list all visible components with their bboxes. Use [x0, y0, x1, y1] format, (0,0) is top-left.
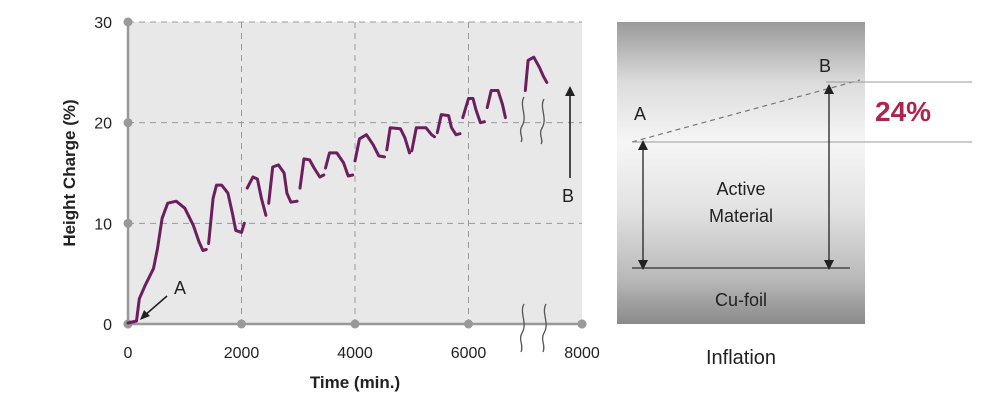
- line-chart: 0 2000 4000 6000 8000 0 10 20 30 A B Time (min.…: [60, 15, 600, 392]
- x-tick-label-4000: 4000: [337, 345, 373, 362]
- x-axis-end-dot: [577, 319, 587, 329]
- series-segment-3: [245, 175, 268, 217]
- diagram-caption: Inflation: [706, 347, 776, 369]
- tick-markers: [123, 17, 587, 329]
- y-tick-label-30: 30: [94, 15, 112, 32]
- series-segment-4: [267, 163, 299, 205]
- diagram-block: [617, 22, 865, 324]
- x-tick-label-8000: 8000: [564, 345, 600, 362]
- active-material-line1: Active: [716, 179, 765, 199]
- inflation-percent: 24%: [875, 96, 931, 127]
- annotation-b-label: B: [562, 186, 574, 206]
- series-segment-10: [435, 113, 462, 137]
- break-mark-bottom-2: [541, 303, 547, 353]
- y-tick-label-10: 10: [94, 216, 112, 233]
- break-mark-top-1: [519, 96, 525, 143]
- y-tick-label-0: 0: [103, 317, 112, 334]
- x-tick-label-6000: 6000: [451, 345, 487, 362]
- diagram-label-b: B: [819, 56, 831, 76]
- y-tick-labels: 0 10 20 30: [94, 15, 112, 334]
- diagram-label-a: A: [634, 104, 646, 124]
- y-tick-label-20: 20: [94, 116, 112, 133]
- height-a-head-bottom: [638, 260, 648, 270]
- y-tick-dot-20: [123, 118, 133, 128]
- height-b-arrow: [824, 84, 834, 270]
- series-segment-8: [385, 126, 411, 155]
- height-a-arrow: [638, 140, 648, 270]
- height-b-head-bottom: [824, 260, 834, 270]
- x-tick-label-2000: 2000: [224, 345, 260, 362]
- series-segment-11: [461, 97, 486, 125]
- series-segment-6: [324, 151, 355, 178]
- annotation-b: B: [562, 86, 575, 206]
- x-tick-labels: 0 2000 4000 6000 8000: [124, 345, 600, 362]
- active-material-line2: Material: [709, 206, 773, 226]
- annotation-b-arrowhead: [565, 86, 575, 96]
- x-tick-dot-6000: [464, 319, 473, 329]
- grid: [128, 21, 582, 324]
- y-tick-dot-30: [123, 17, 133, 27]
- annotation-a-label: A: [174, 278, 186, 298]
- annotation-a-arrow: [143, 295, 168, 317]
- series-segment-5: [298, 157, 326, 190]
- plot-area: [128, 22, 582, 324]
- axis-break-marks: [519, 96, 547, 353]
- x-tick-dot-4000: [350, 319, 360, 329]
- break-mark-bottom-1: [519, 303, 525, 353]
- cu-foil-label: Cu-foil: [715, 290, 767, 310]
- annotation-a: A: [140, 278, 186, 320]
- inflation-diagram: A B 24% Active Material Cu-foil Inflatio…: [617, 22, 972, 369]
- height-a-head-top: [638, 140, 648, 150]
- series-height-change: [126, 55, 549, 325]
- series-segment-13: [523, 55, 549, 92]
- y-tick-dot-10: [123, 218, 133, 228]
- height-b-head-top: [824, 84, 834, 94]
- series-segment-9: [410, 126, 436, 153]
- series-segment-7: [353, 133, 386, 163]
- inflation-slope-line: [631, 79, 861, 143]
- break-mark-top-2: [539, 98, 545, 145]
- series-segment-2: [207, 183, 246, 245]
- x-tick-dot-2000: [237, 319, 246, 329]
- series-segment-12: [485, 89, 507, 120]
- series-segment-1: [126, 199, 208, 325]
- x-axis-title: Time (min.): [310, 373, 400, 392]
- annotation-a-arrowhead: [140, 310, 150, 320]
- y-axis-title: Height Charge (%): [60, 99, 79, 246]
- x-tick-label-0: 0: [124, 345, 133, 362]
